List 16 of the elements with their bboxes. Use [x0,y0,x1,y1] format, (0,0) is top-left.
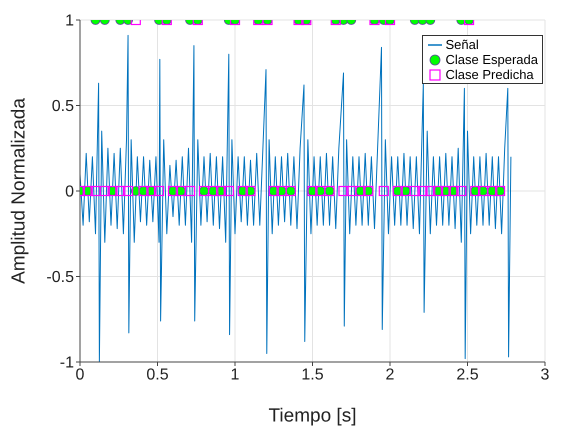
legend-label: Clase Esperada [446,52,538,67]
y-tick-label: 0.5 [52,98,74,116]
x-tick-label: 0.5 [146,366,169,384]
y-tick-label: 1 [65,12,74,30]
x-tick-label: 3 [540,366,550,384]
y-tick-label: 0 [65,184,74,201]
x-tick-label: 1.5 [301,366,324,384]
legend-label: Señal [446,37,479,52]
x-tick-label: 2.5 [456,366,479,384]
y-tick-label: -0.5 [46,269,74,286]
x-axis-title: Tiempo [s] [268,405,356,426]
legend-label: Clase Predicha [446,67,534,82]
y-tick-label: -1 [60,354,74,372]
y-axis-title: Amplitud Normalizada [8,98,30,284]
x-tick-label: 1 [230,366,240,384]
x-tick-label: 2 [386,366,395,384]
